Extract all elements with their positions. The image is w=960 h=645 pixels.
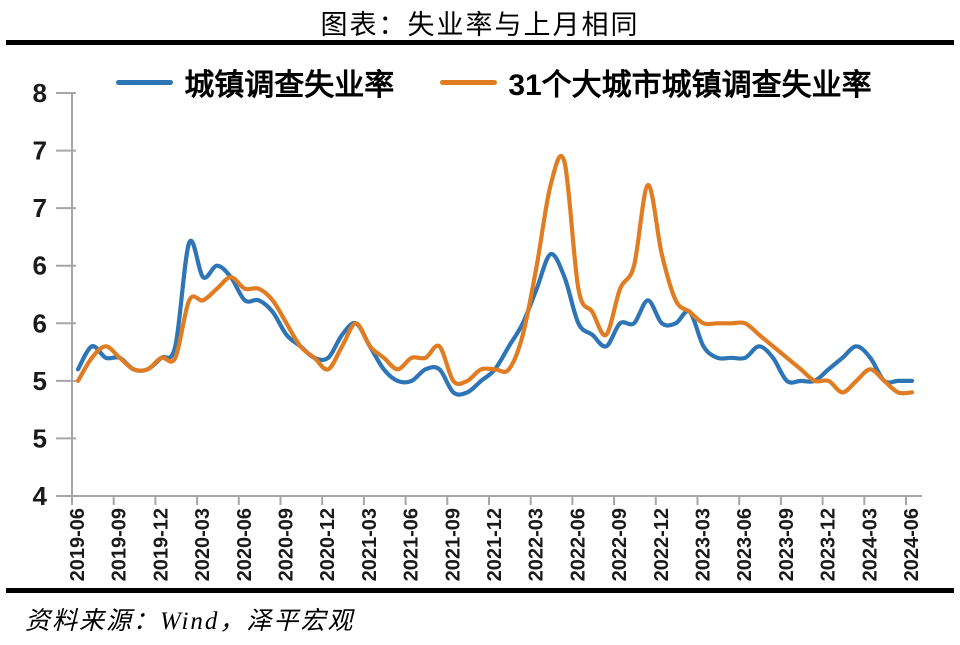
series-line-31cities <box>75 153 915 396</box>
x-tick-label: 2021-06 <box>401 508 423 581</box>
source-note: 资料来源：Wind，泽平宏观 <box>25 608 355 635</box>
legend-item-31cities: 31个大城市城镇调查失业率 <box>440 60 872 104</box>
x-tick-label: 2021-03 <box>359 508 381 581</box>
x-tick-label: 2023-12 <box>818 508 840 581</box>
y-tick-label: 7 <box>33 193 47 223</box>
x-tick-label: 2023-03 <box>693 508 715 581</box>
legend-label-31cities: 31个大城市城镇调查失业率 <box>508 69 872 102</box>
legend-line-blue-icon <box>116 79 174 85</box>
x-tick-label: 2024-03 <box>859 508 881 581</box>
legend: 城镇调查失业率 31个大城市城镇调查失业率 <box>0 60 960 104</box>
series-line-national <box>75 238 915 397</box>
legend-item-national: 城镇调查失业率 <box>116 60 394 104</box>
chart-title: 图表：失业率与上月相同 <box>320 10 640 40</box>
x-tick-label: 2022-06 <box>567 508 589 581</box>
x-tick-label: 2020-12 <box>317 508 339 581</box>
bottom-divider-rule <box>6 588 954 593</box>
x-tick-label: 2020-06 <box>234 508 256 581</box>
x-tick-label: 2023-09 <box>776 508 798 581</box>
x-tick-label: 2019-06 <box>67 508 89 581</box>
x-tick-label: 2022-09 <box>609 508 631 581</box>
y-tick-label: 5 <box>33 366 47 396</box>
y-tick-label: 7 <box>33 136 47 166</box>
x-tick-label: 2020-03 <box>192 508 214 581</box>
legend-label-national: 城镇调查失业率 <box>184 69 395 102</box>
x-tick-label: 2019-12 <box>150 508 172 581</box>
x-tick-label: 2022-03 <box>526 508 548 581</box>
y-tick-label: 6 <box>33 251 47 281</box>
x-tick-label: 2019-09 <box>109 508 131 581</box>
title-divider-rule <box>6 40 954 45</box>
x-tick-label: 2021-09 <box>442 508 464 581</box>
x-tick-label: 2022-12 <box>651 508 673 581</box>
legend-line-orange-icon <box>440 79 498 85</box>
y-tick-label: 5 <box>33 423 47 453</box>
y-tick-label: 4 <box>33 481 48 511</box>
x-tick-label: 2023-06 <box>734 508 756 581</box>
y-tick-label: 6 <box>33 308 47 338</box>
x-tick-label: 2020-09 <box>276 508 298 581</box>
y-tick-label: 8 <box>33 78 47 108</box>
x-tick-label: 2021-12 <box>484 508 506 581</box>
x-tick-label: 2024-06 <box>901 508 923 581</box>
